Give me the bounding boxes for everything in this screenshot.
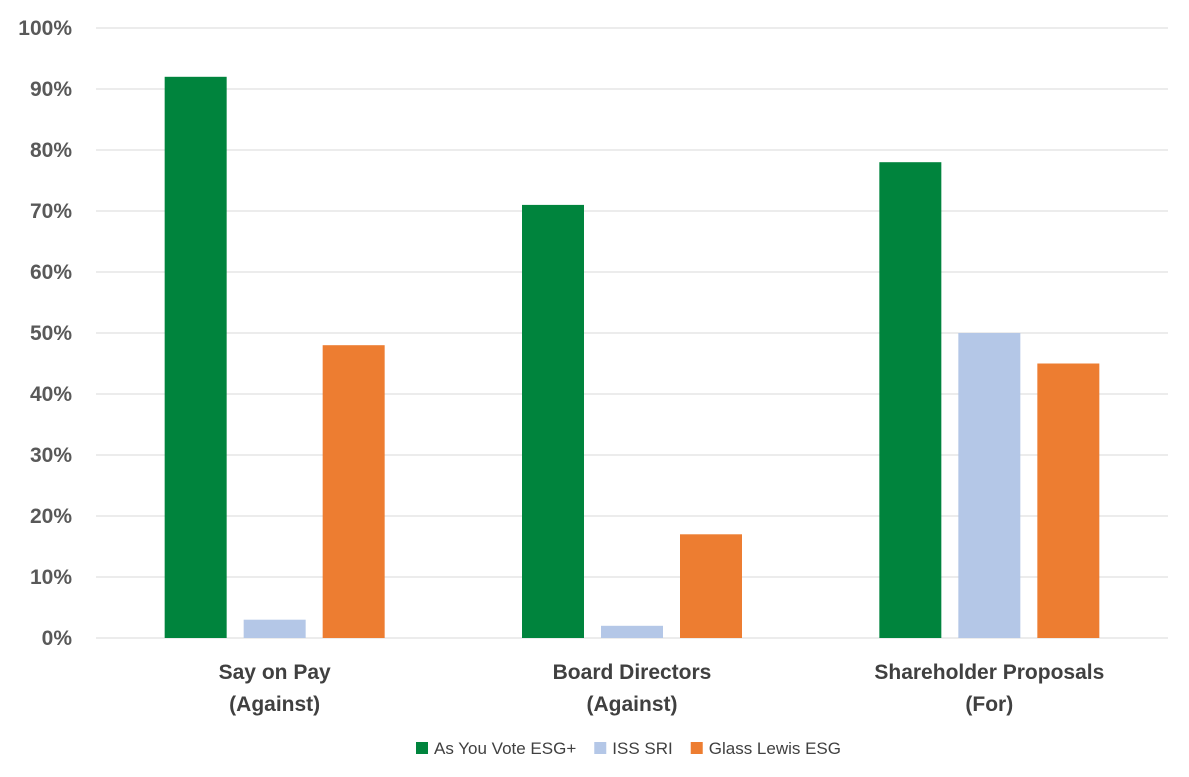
bar-as-you-vote-esg-2 — [879, 162, 942, 638]
y-axis-tick-labels: 0% 10% 20% 30% 40% 50% 60% 70% 80% 90% 100% — [18, 17, 72, 650]
x-axis-tick-labels: Say on Pay (Against) Board Directors (Again… — [219, 661, 1105, 716]
x-tick-label: Board Directors — [553, 661, 712, 684]
x-tick-label: Say on Pay — [219, 661, 331, 684]
bar-glass-lewis-esg-2 — [1037, 363, 1100, 638]
bar-glass-lewis-esg-0 — [322, 345, 385, 638]
legend-swatch — [416, 742, 428, 754]
bar-iss-sri-0 — [243, 619, 306, 638]
y-tick-label: 10% — [30, 566, 72, 589]
y-tick-label: 50% — [30, 322, 72, 345]
y-tick-label: 60% — [30, 261, 72, 284]
y-tick-label: 30% — [30, 444, 72, 467]
x-tick-label: Shareholder Proposals — [874, 661, 1104, 684]
legend-label: ISS SRI — [612, 739, 672, 758]
bar-iss-sri-2 — [958, 333, 1021, 638]
y-tick-label: 70% — [30, 200, 72, 223]
legend-label: Glass Lewis ESG — [709, 739, 841, 758]
y-tick-label: 80% — [30, 139, 72, 162]
legend-label: As You Vote ESG+ — [434, 739, 576, 758]
y-tick-label: 40% — [30, 383, 72, 406]
x-tick-label: (Against) — [587, 693, 678, 716]
legend-item: As You Vote ESG+ — [416, 739, 576, 758]
bar-as-you-vote-esg-1 — [522, 204, 584, 638]
legend-swatch — [594, 742, 607, 754]
legend-item: ISS SRI — [594, 739, 673, 758]
bars — [164, 76, 1100, 639]
y-tick-label: 90% — [30, 78, 72, 101]
bar-iss-sri-1 — [601, 625, 663, 638]
gridlines — [96, 27, 1168, 639]
x-tick-label: (For) — [965, 693, 1013, 716]
bar-as-you-vote-esg-0 — [164, 76, 227, 639]
y-tick-label: 20% — [30, 505, 72, 528]
y-tick-label: 0% — [42, 627, 73, 650]
legend: As You Vote ESG+ ISS SRI Glass Lewis ESG — [416, 739, 841, 758]
legend-swatch — [690, 742, 703, 754]
y-tick-label: 100% — [18, 17, 72, 40]
bar-glass-lewis-esg-1 — [680, 534, 742, 638]
x-tick-label: (Against) — [229, 693, 320, 716]
legend-item: Glass Lewis ESG — [690, 739, 841, 758]
